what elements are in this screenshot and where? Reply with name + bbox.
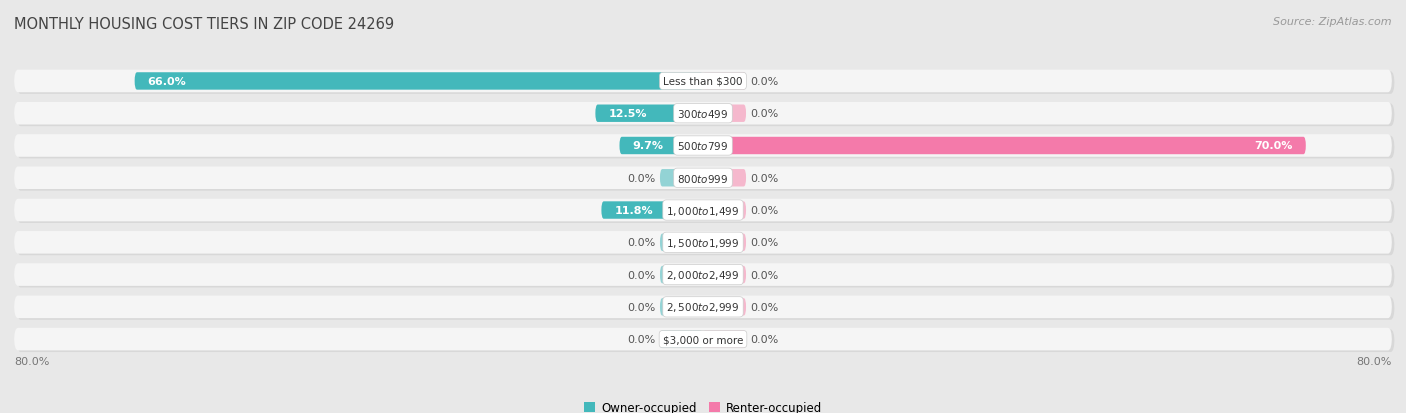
FancyBboxPatch shape bbox=[703, 299, 747, 316]
FancyBboxPatch shape bbox=[17, 201, 1395, 223]
Text: 0.0%: 0.0% bbox=[627, 238, 655, 248]
FancyBboxPatch shape bbox=[703, 105, 747, 123]
FancyBboxPatch shape bbox=[135, 73, 703, 90]
Text: 0.0%: 0.0% bbox=[751, 270, 779, 280]
Text: 0.0%: 0.0% bbox=[751, 173, 779, 183]
Text: MONTHLY HOUSING COST TIERS IN ZIP CODE 24269: MONTHLY HOUSING COST TIERS IN ZIP CODE 2… bbox=[14, 17, 394, 31]
FancyBboxPatch shape bbox=[703, 330, 747, 348]
FancyBboxPatch shape bbox=[659, 299, 703, 316]
Legend: Owner-occupied, Renter-occupied: Owner-occupied, Renter-occupied bbox=[583, 401, 823, 413]
Text: $300 to $499: $300 to $499 bbox=[678, 108, 728, 120]
Text: $2,000 to $2,499: $2,000 to $2,499 bbox=[666, 268, 740, 281]
Text: $800 to $999: $800 to $999 bbox=[678, 172, 728, 184]
Text: 11.8%: 11.8% bbox=[614, 206, 652, 216]
Text: 9.7%: 9.7% bbox=[633, 141, 664, 151]
Text: $2,500 to $2,999: $2,500 to $2,999 bbox=[666, 301, 740, 313]
Text: 12.5%: 12.5% bbox=[609, 109, 647, 119]
Text: 0.0%: 0.0% bbox=[751, 302, 779, 312]
FancyBboxPatch shape bbox=[703, 266, 747, 284]
FancyBboxPatch shape bbox=[703, 234, 747, 252]
Text: 80.0%: 80.0% bbox=[14, 356, 49, 366]
Text: $500 to $799: $500 to $799 bbox=[678, 140, 728, 152]
Text: 0.0%: 0.0% bbox=[751, 109, 779, 119]
FancyBboxPatch shape bbox=[620, 138, 703, 155]
Text: 0.0%: 0.0% bbox=[751, 77, 779, 87]
Text: Source: ZipAtlas.com: Source: ZipAtlas.com bbox=[1274, 17, 1392, 26]
Text: Less than $300: Less than $300 bbox=[664, 77, 742, 87]
FancyBboxPatch shape bbox=[659, 234, 703, 252]
FancyBboxPatch shape bbox=[595, 105, 703, 123]
Text: 0.0%: 0.0% bbox=[627, 302, 655, 312]
FancyBboxPatch shape bbox=[14, 296, 1392, 318]
Text: $3,000 or more: $3,000 or more bbox=[662, 334, 744, 344]
FancyBboxPatch shape bbox=[659, 330, 703, 348]
FancyBboxPatch shape bbox=[703, 202, 747, 219]
FancyBboxPatch shape bbox=[17, 104, 1395, 127]
FancyBboxPatch shape bbox=[659, 266, 703, 284]
FancyBboxPatch shape bbox=[14, 231, 1392, 254]
FancyBboxPatch shape bbox=[17, 136, 1395, 159]
Text: 66.0%: 66.0% bbox=[148, 77, 186, 87]
FancyBboxPatch shape bbox=[14, 71, 1392, 93]
FancyBboxPatch shape bbox=[17, 297, 1395, 320]
FancyBboxPatch shape bbox=[17, 265, 1395, 288]
FancyBboxPatch shape bbox=[14, 263, 1392, 286]
Text: 0.0%: 0.0% bbox=[751, 206, 779, 216]
Text: 70.0%: 70.0% bbox=[1254, 141, 1294, 151]
FancyBboxPatch shape bbox=[703, 73, 747, 90]
FancyBboxPatch shape bbox=[703, 170, 747, 187]
Text: $1,500 to $1,999: $1,500 to $1,999 bbox=[666, 236, 740, 249]
FancyBboxPatch shape bbox=[17, 330, 1395, 352]
FancyBboxPatch shape bbox=[602, 202, 703, 219]
Text: 0.0%: 0.0% bbox=[751, 334, 779, 344]
FancyBboxPatch shape bbox=[14, 328, 1392, 351]
FancyBboxPatch shape bbox=[14, 167, 1392, 190]
FancyBboxPatch shape bbox=[17, 72, 1395, 95]
Text: 0.0%: 0.0% bbox=[751, 238, 779, 248]
Text: 0.0%: 0.0% bbox=[627, 334, 655, 344]
Text: 80.0%: 80.0% bbox=[1357, 356, 1392, 366]
FancyBboxPatch shape bbox=[703, 138, 1306, 155]
Text: 0.0%: 0.0% bbox=[627, 173, 655, 183]
Text: $1,000 to $1,499: $1,000 to $1,499 bbox=[666, 204, 740, 217]
Text: 0.0%: 0.0% bbox=[627, 270, 655, 280]
FancyBboxPatch shape bbox=[14, 135, 1392, 157]
FancyBboxPatch shape bbox=[14, 103, 1392, 125]
FancyBboxPatch shape bbox=[17, 169, 1395, 191]
FancyBboxPatch shape bbox=[14, 199, 1392, 222]
FancyBboxPatch shape bbox=[17, 233, 1395, 256]
FancyBboxPatch shape bbox=[659, 170, 703, 187]
